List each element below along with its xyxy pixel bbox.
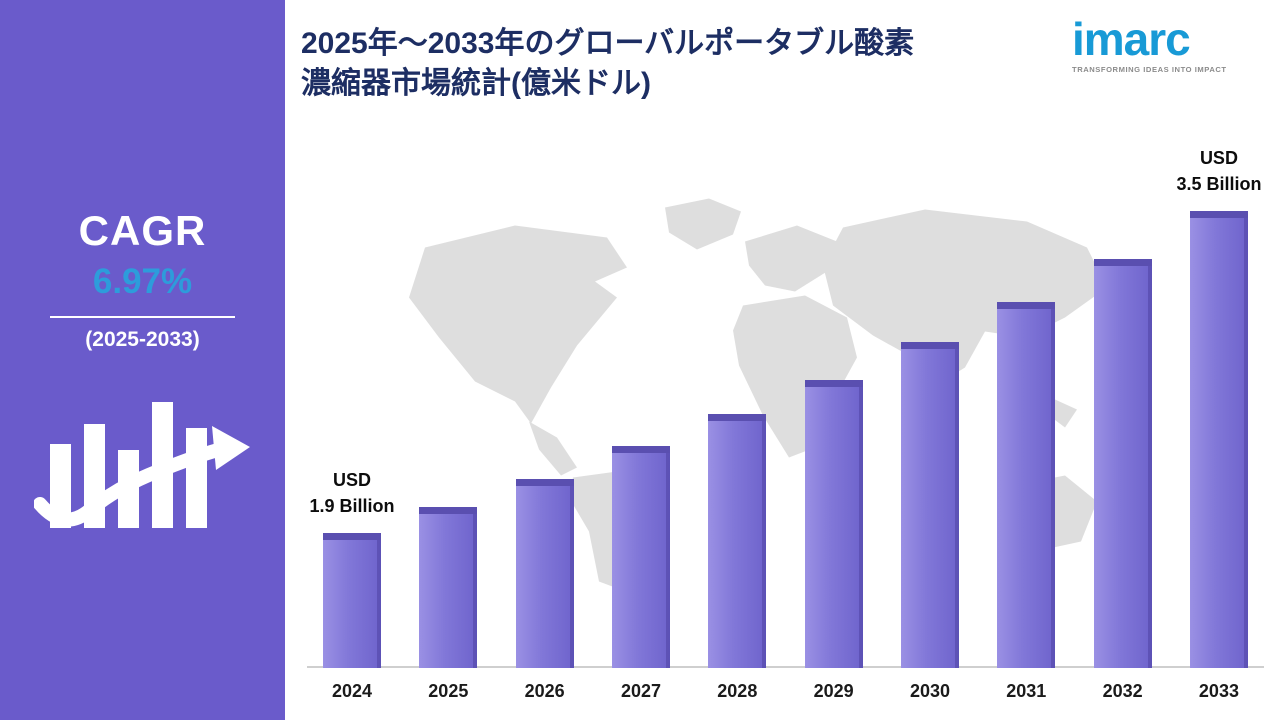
bar	[515, 478, 574, 668]
x-axis-year-label: 2029	[813, 681, 854, 701]
bar-slot: USD 1.9 Billion 2024	[307, 470, 397, 704]
bar	[611, 446, 670, 668]
imarc-logo-tagline: TRANSFORMING IDEAS INTO IMPACT	[1072, 65, 1227, 74]
growth-chart-arrow-icon	[32, 368, 252, 541]
x-axis-year-label: 2024	[331, 681, 373, 701]
x-axis-year-label: 2026	[524, 681, 565, 701]
bar	[1189, 211, 1248, 668]
x-axis-year-label: 2025	[428, 681, 469, 701]
chart-title-line1: 2025年～2033年のグローバルポータブル酸素	[301, 27, 915, 60]
bar-slot: 2027	[596, 446, 686, 704]
cagr-period: (2025-2033)	[85, 328, 200, 352]
cagr-label: CAGR	[78, 207, 207, 254]
bar-slot: 2028	[692, 414, 782, 704]
chart-title-line2: 濃縮器市場統計(億米ドル)	[301, 66, 651, 100]
x-axis-year-label: 2030	[909, 681, 950, 701]
bar	[900, 341, 959, 668]
sidebar: CAGR 6.97% (2025-2033)	[0, 0, 285, 720]
chart-title: 2025年～2033年のグローバルポータブル酸素 濃縮器市場統計(億米ドル)	[301, 24, 1091, 104]
imarc-logo-text: imarc	[1072, 13, 1191, 65]
bar-slot: 2029	[789, 380, 879, 704]
bar-slot: 2032	[1078, 259, 1168, 704]
bar	[997, 301, 1056, 668]
cagr-block: CAGR 6.97% (2025-2033)	[0, 207, 285, 352]
sidebar-content: CAGR 6.97% (2025-2033)	[0, 0, 285, 720]
bar-slot: 2031	[981, 301, 1071, 704]
x-axis-year-label: 2027	[620, 681, 661, 701]
x-axis-year-label: 2028	[717, 681, 758, 701]
x-axis-year-label: 2031	[1006, 681, 1047, 701]
imarc-logo: imarc TRANSFORMING IDEAS INTO IMPACT	[1072, 16, 1262, 74]
bar-slot: USD 3.5 Billion 2033	[1174, 148, 1264, 704]
bar-chart: USD 1.9 Billion 2024 2025 2026 2027 2028 2029 20…	[307, 144, 1264, 704]
bar	[804, 380, 863, 668]
chart-panel: 2025年～2033年のグローバルポータブル酸素 濃縮器市場統計(億米ドル) i…	[285, 0, 1280, 720]
bar-group: USD 1.9 Billion 2024 2025 2026 2027 2028 2029 20…	[307, 144, 1264, 704]
x-axis-year-label: 2033	[1198, 681, 1239, 701]
bar-slot: 2025	[403, 506, 493, 704]
cagr-value: 6.97%	[92, 262, 193, 302]
bar	[1093, 259, 1152, 668]
bar-slot: 2026	[500, 478, 590, 704]
bar	[419, 506, 478, 668]
x-axis-year-label: 2032	[1102, 681, 1143, 701]
bar-value-label: USD 3.5 Billion	[1176, 147, 1262, 194]
cagr-divider	[50, 316, 235, 319]
bar	[708, 414, 767, 668]
bar	[323, 533, 381, 668]
bar-value-label: USD 1.9 Billion	[309, 469, 395, 516]
bar-slot: 2030	[885, 341, 975, 704]
x-axis-line	[307, 666, 1264, 668]
